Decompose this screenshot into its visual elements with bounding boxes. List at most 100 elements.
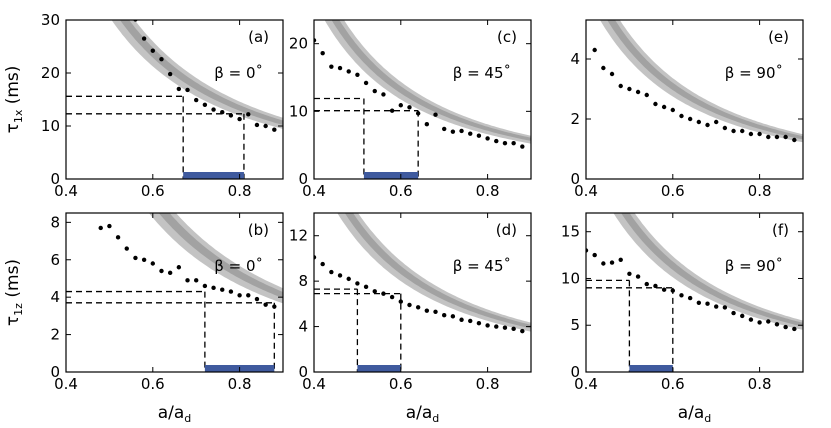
data-point	[653, 283, 658, 289]
x-tick-label: 0.8	[476, 375, 500, 393]
data-point	[670, 107, 675, 113]
data-point	[407, 105, 412, 110]
data-point	[740, 128, 745, 134]
data-point	[337, 65, 343, 71]
data-point	[618, 257, 623, 262]
fit-band-2	[158, 213, 283, 299]
data-point	[220, 287, 225, 292]
plot-area	[66, 213, 283, 372]
data-point	[320, 261, 325, 267]
data-point	[748, 317, 754, 322]
x-tick-label: 0.4	[302, 182, 326, 200]
data-point	[442, 313, 447, 318]
x-tick-label: 0.6	[661, 182, 685, 200]
data-point	[228, 113, 234, 118]
data-point	[415, 305, 421, 310]
data-point	[389, 294, 395, 300]
data-point	[627, 86, 632, 92]
panel-label: (c)	[497, 28, 517, 46]
data-point	[722, 125, 728, 131]
fit-band-1	[111, 20, 283, 129]
beta-annotation: β = 0˚	[214, 64, 263, 82]
axes-frame	[313, 212, 532, 373]
y-axis-label: τ1x (ms)	[3, 66, 25, 134]
data-point	[635, 89, 641, 95]
data-point	[653, 101, 658, 107]
data-point	[783, 134, 788, 140]
data-point	[792, 326, 797, 332]
data-point	[601, 65, 606, 71]
data-point	[228, 289, 234, 294]
data-point	[363, 284, 369, 290]
x-tick-label: 0.4	[54, 375, 78, 393]
data-point	[159, 268, 164, 274]
data-point	[272, 127, 277, 132]
data-point	[679, 293, 684, 298]
y-tick-label: 2	[50, 326, 60, 344]
y-tick-label: 0	[50, 170, 60, 188]
panel-f: 0.4 0.6 0.8 0 5 10 15 (f) β = 90˚ a/ad	[561, 212, 804, 425]
data-point	[494, 324, 499, 329]
data-point	[237, 116, 242, 122]
y-tick-label: 0	[298, 170, 308, 188]
beta-annotation: β = 0˚	[214, 257, 263, 275]
panel-d: 0.4 0.6 0.8 0 4 8 12 (d) β = 45˚ a/ad	[289, 212, 532, 425]
y-tick-label: 8	[50, 213, 60, 231]
plot-area	[586, 213, 803, 372]
x-tick-label: 0.6	[661, 375, 685, 393]
fit-band-1	[148, 213, 283, 304]
axes-frame	[313, 19, 532, 180]
data-point	[124, 246, 129, 251]
data-point	[792, 137, 797, 143]
data-point	[731, 128, 736, 134]
data-point	[329, 64, 334, 69]
data-point	[476, 133, 482, 138]
data-point	[520, 144, 525, 149]
data-point	[202, 102, 208, 108]
x-tick-label: 0.6	[141, 182, 165, 200]
panel-b: 0.4 0.6 0.8 0 2 4 6 8 (b) β = 0˚ τ1z (ms) a/ad	[3, 212, 284, 425]
x-tick-label: 0.8	[748, 182, 772, 200]
plot-area	[592, 20, 803, 143]
data-point	[757, 131, 762, 137]
data-point	[329, 269, 334, 275]
y-axis-label: τ1z (ms)	[3, 259, 25, 326]
panel-label: (a)	[248, 28, 269, 46]
data-point	[263, 123, 268, 129]
data-point	[502, 140, 508, 146]
y-tick-label: 20	[41, 64, 60, 82]
plot-area	[66, 20, 283, 179]
data-point	[150, 48, 155, 53]
panel-e: 0.4 0.6 0.8 0 2 4 (e) β = 90˚	[570, 19, 804, 200]
data-point	[459, 128, 464, 134]
data-point	[185, 87, 190, 93]
y-tick-label: 10	[289, 102, 308, 120]
data-point	[687, 116, 693, 122]
data-point	[757, 320, 762, 325]
x-tick-label: 0.4	[302, 375, 326, 393]
y-tick-label: 10	[561, 269, 580, 287]
data-point	[246, 293, 251, 298]
data-point	[450, 314, 456, 319]
x-tick-label: 0.8	[748, 375, 772, 393]
data-point	[714, 304, 719, 309]
y-tick-label: 8	[298, 272, 308, 290]
data-point	[696, 300, 702, 305]
y-tick-label: 4	[298, 318, 308, 336]
y-tick-label: 4	[570, 50, 580, 68]
axes-frame	[585, 212, 804, 373]
data-point	[442, 126, 447, 132]
data-point	[609, 260, 615, 265]
data-point	[246, 112, 251, 117]
panel-label: (f)	[772, 221, 789, 239]
y-tick-label: 0	[570, 363, 580, 381]
data-point	[705, 122, 710, 128]
beta-annotation: β = 45˚	[453, 64, 511, 82]
plot-area	[314, 213, 531, 372]
panel-a: 0.4 0.6 0.8 0 10 20 30 (a) β = 0˚ τ1x (ms)	[3, 11, 284, 200]
data-point	[494, 138, 499, 144]
panel-c: 0.4 0.6 0.8 0 10 20 (c) β = 45˚	[289, 19, 532, 200]
data-point	[714, 119, 719, 125]
range-bar	[363, 172, 419, 179]
data-point	[433, 112, 438, 117]
